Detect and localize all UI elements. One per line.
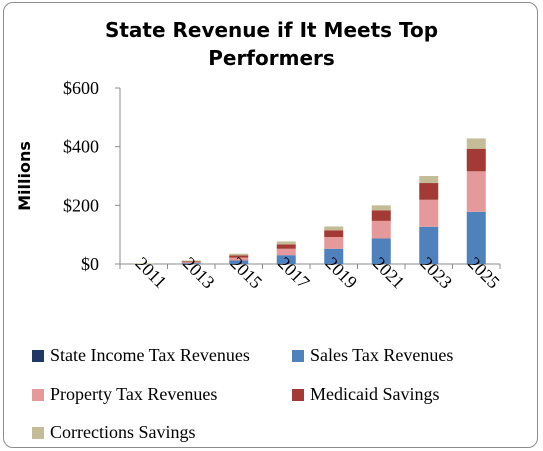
bar-segment (181, 260, 201, 262)
bar-segment (466, 211, 486, 264)
bar-segment (229, 255, 249, 258)
bar-segment (324, 230, 344, 238)
y-tick-label: $400 (63, 137, 99, 157)
legend-swatch (292, 388, 304, 401)
chart-frame (3, 2, 538, 448)
legend-item-corrections-savings: Corrections Savings (32, 422, 196, 443)
bar-segment (371, 205, 391, 211)
bar-segment (229, 257, 249, 261)
legend-label: Medicaid Savings (310, 384, 440, 404)
bar-segment (181, 261, 201, 263)
legend-item-sales-tax: Sales Tax Revenues (292, 345, 453, 366)
chart-title-line-1: State Revenue if It Meets Top (104, 18, 439, 42)
legend-swatch (32, 388, 44, 401)
y-axis-title: Millions (15, 141, 34, 211)
bar-segment (181, 262, 201, 264)
bar-segment (276, 241, 296, 245)
legend-label: Corrections Savings (50, 422, 196, 442)
bar-segment (371, 238, 391, 264)
chart-title-line-2: Performers (208, 46, 335, 70)
bar-segment (419, 183, 439, 200)
bar-segment (466, 138, 486, 149)
bar-segment (229, 260, 249, 264)
bar-segment (276, 255, 296, 264)
legend-label: Sales Tax Revenues (310, 345, 454, 365)
bar-segment (229, 253, 249, 256)
bar-segment (324, 226, 344, 231)
bar-segment (371, 220, 391, 239)
y-tick-label: $0 (81, 254, 99, 274)
legend-swatch (32, 349, 44, 362)
legend-item-state-income-tax: State Income Tax Revenues (32, 345, 250, 366)
bar-segment (276, 248, 296, 256)
bar-segment (419, 226, 439, 264)
legend-swatch (32, 426, 44, 439)
legend-item-property-tax: Property Tax Revenues (32, 384, 217, 405)
bar-segment (181, 263, 201, 264)
legend-label: Property Tax Revenues (50, 384, 218, 404)
y-tick-label: $600 (63, 78, 99, 98)
bar-segment (134, 263, 154, 264)
bar-segment (324, 248, 344, 264)
y-tick-label: $200 (63, 195, 99, 215)
bar-segment (419, 199, 439, 227)
x-tick-label: 2011 (132, 253, 171, 292)
bar-segment (276, 244, 296, 249)
bar-segment (466, 148, 486, 172)
legend-swatch (292, 349, 304, 362)
bar-segment (419, 176, 439, 184)
legend-item-medicaid-savings: Medicaid Savings (292, 384, 439, 405)
bar-segment (466, 171, 486, 212)
x-tick-label: 2013 (179, 253, 219, 293)
bar-segment (324, 237, 344, 249)
bar-segment (371, 210, 391, 221)
legend-label: State Income Tax Revenues (50, 345, 250, 365)
